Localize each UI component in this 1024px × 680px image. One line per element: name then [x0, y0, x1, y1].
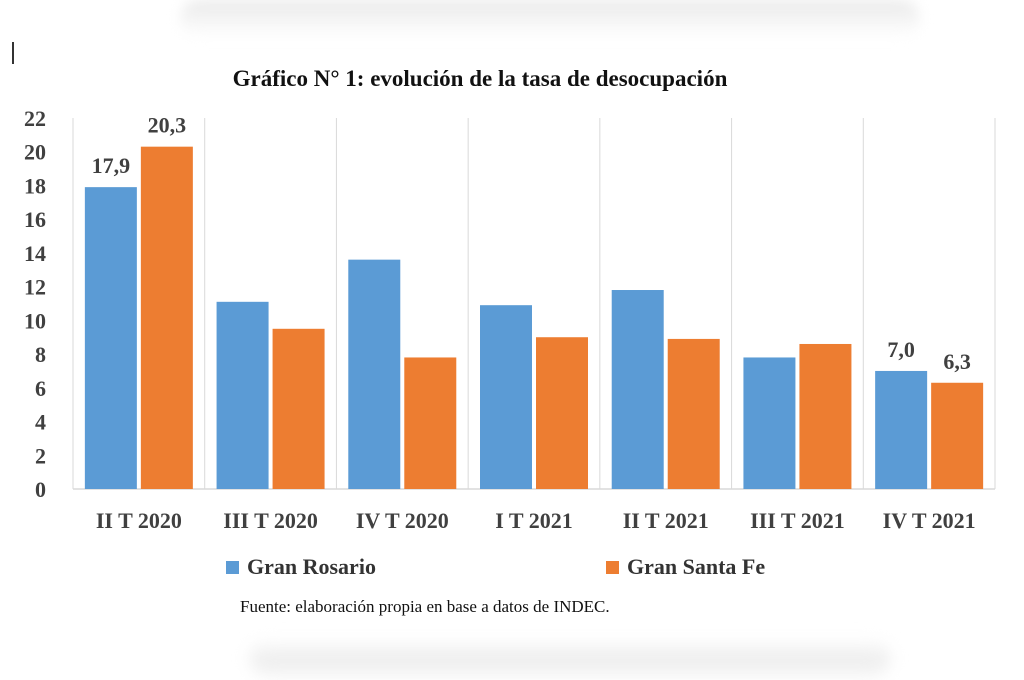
x-tick-label: III T 2020 [223, 508, 318, 533]
bar-gran-rosario [480, 305, 532, 489]
text-cursor [12, 42, 14, 64]
data-label: 17,9 [92, 153, 131, 178]
legend-swatch-gran-rosario [226, 560, 239, 574]
bar-gran-rosario [743, 357, 796, 489]
legend-item-gran-rosario: Gran Rosario [226, 554, 376, 580]
bar-gran-santa-fe [931, 382, 984, 489]
y-tick-label: 22 [24, 106, 46, 131]
y-tick-label: 20 [24, 140, 46, 165]
data-label: 6,3 [943, 349, 971, 374]
y-tick-label: 10 [24, 308, 46, 333]
page-shadow-bottom [250, 640, 890, 676]
y-tick-label: 0 [35, 477, 46, 502]
source-note: Fuente: elaboración propia en base a dat… [240, 597, 610, 616]
x-tick-label: II T 2021 [623, 508, 709, 533]
data-label: 20,3 [148, 113, 187, 138]
legend-item-gran-santa-fe: Gran Santa Fe [606, 554, 765, 580]
x-tick-label: I T 2021 [495, 508, 572, 533]
bar-gran-santa-fe [140, 146, 193, 489]
y-tick-label: 4 [35, 410, 46, 435]
data-label: 7,0 [887, 337, 915, 362]
bar-gran-rosario [611, 290, 664, 489]
chart-title: Gráfico N° 1: evolución de la tasa de de… [232, 66, 728, 91]
legend-label-gran-santa-fe: Gran Santa Fe [627, 554, 766, 579]
bar-gran-santa-fe [799, 343, 852, 489]
y-tick-label: 6 [35, 376, 46, 401]
bar-gran-santa-fe [272, 328, 325, 489]
x-tick-label: II T 2020 [96, 508, 182, 533]
y-tick-label: 16 [24, 207, 46, 232]
x-tick-label: III T 2021 [750, 508, 845, 533]
y-tick-label: 2 [35, 443, 46, 468]
bar-gran-rosario [875, 370, 928, 489]
bar-gran-santa-fe [404, 357, 457, 489]
bar-gran-rosario [348, 259, 401, 489]
x-tick-label: IV T 2020 [356, 508, 449, 533]
legend-swatch-gran-santa-fe [606, 560, 619, 574]
chart-legend: Gran Rosario Gran Santa Fe [0, 554, 1024, 584]
y-tick-label: 12 [24, 275, 46, 300]
legend-label-gran-rosario: Gran Rosario [247, 554, 376, 579]
y-tick-label: 8 [35, 342, 46, 367]
y-tick-label: 18 [24, 173, 46, 198]
y-tick-label: 14 [24, 241, 46, 266]
bar-gran-rosario [84, 187, 137, 489]
page-shadow-top [180, 0, 920, 38]
bar-gran-santa-fe [667, 338, 720, 489]
x-tick-label: IV T 2021 [883, 508, 976, 533]
bar-gran-rosario [216, 301, 269, 489]
bar-gran-santa-fe [536, 337, 588, 489]
